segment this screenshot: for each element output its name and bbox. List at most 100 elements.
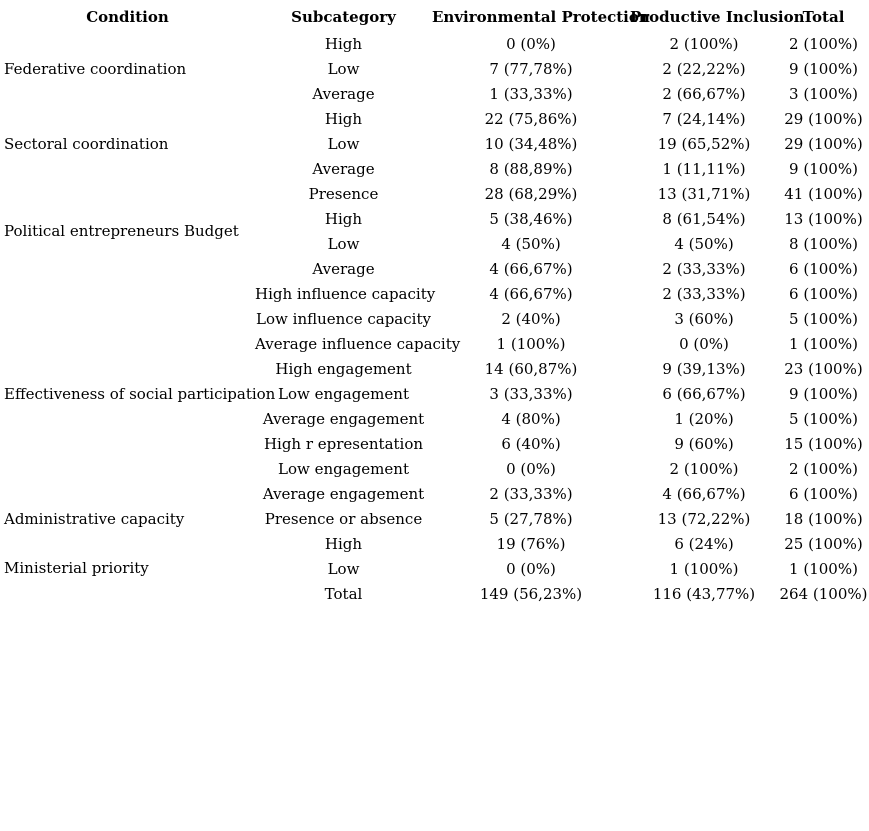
productive-inclusion-cell: 6 (24%) <box>674 534 734 553</box>
environmental-protection-cell: 7 (77,78%) <box>489 59 573 78</box>
total-cell: 9 (100%) <box>789 384 858 403</box>
environmental-protection-cell: 28 (68,29%) <box>484 184 578 203</box>
environmental-protection-cell: 3 (33,33%) <box>489 384 573 403</box>
total-cell: 6 (100%) <box>789 484 858 503</box>
productive-inclusion-cell: 0 (0%) <box>679 334 729 353</box>
environmental-protection-cell: 4 (66,67%) <box>489 284 573 303</box>
table-row: Low engagement 0 (0%) 2 (100%) 2 (100%) <box>0 456 869 481</box>
environmental-protection-cell: 6 (40%) <box>501 434 561 453</box>
table-row: Ministerial priority High 19 (76%) 6 (24%) 2… <box>0 531 869 578</box>
condition-cell: Sectoral coordination <box>4 134 169 153</box>
total-cell: 13 (100%) <box>784 209 863 228</box>
total-cell: 6 (100%) <box>789 259 858 278</box>
crosstab-table: Condition Subcategory Environmental Prot… <box>0 2 869 606</box>
subcategory-cell: Low <box>327 59 360 78</box>
environmental-protection-cell: 22 (75,86%) <box>484 109 578 128</box>
table-row: Average 4 (66,67%) 2 (33,33%) 6 (100%) <box>0 256 869 281</box>
subcategory-cell: Presence or absence <box>264 509 423 528</box>
environmental-protection-cell: 0 (0%) <box>506 34 556 53</box>
productive-inclusion-cell: 1 (20%) <box>674 409 734 428</box>
col-header-productive-inclusion: Productive Inclusion <box>630 7 805 26</box>
productive-inclusion-cell: 19 (65,52%) <box>657 134 751 153</box>
environmental-protection-cell: 4 (50%) <box>501 234 561 253</box>
environmental-protection-cell: 1 (100%) <box>496 334 566 353</box>
total-cell: 5 (100%) <box>789 409 858 428</box>
subcategory-cell: High <box>324 209 363 228</box>
total-cell: 1 (100%) <box>789 334 858 353</box>
environmental-protection-cell: 19 (76%) <box>496 534 566 553</box>
subcategory-cell: Low <box>327 234 360 253</box>
subcategory-cell: High r epresentation <box>263 434 424 453</box>
col-header-environmental-protection: Environmental Protection <box>432 7 650 26</box>
productive-inclusion-cell: 1 (100%) <box>669 559 739 578</box>
condition-cell: Ministerial priority <box>4 559 149 577</box>
condition-cell-empty <box>0 581 255 606</box>
productive-inclusion-cell: 2 (22,22%) <box>662 59 746 78</box>
table-row: High r epresentation 6 (40%) 9 (60%) 15 (10… <box>0 431 869 456</box>
environmental-protection-cell: 0 (0%) <box>506 559 556 578</box>
table-row: Average 1 (33,33%) 2 (66,67%) 3 (100%) <box>0 81 869 106</box>
productive-inclusion-cell: 8 (61,54%) <box>662 209 746 228</box>
total-cell: 9 (100%) <box>789 159 858 178</box>
total-cell: 1 (100%) <box>789 559 858 578</box>
productive-inclusion-cell: 4 (50%) <box>674 234 734 253</box>
subcategory-cell: Low engagement <box>278 384 409 403</box>
subcategory-cell: Average engagement <box>262 484 425 503</box>
productive-inclusion-cell: 9 (39,13%) <box>662 359 746 378</box>
environmental-protection-cell: 14 (60,87%) <box>484 359 578 378</box>
subcategory-cell: Low <box>327 134 360 153</box>
table-row: Effectiveness of social participation Hig… <box>0 281 869 403</box>
table-row: Low 0 (0%) 1 (100%) 1 (100%) <box>0 556 869 581</box>
total-cell: 18 (100%) <box>784 509 863 528</box>
productive-inclusion-cell: 2 (100%) <box>669 459 739 478</box>
table-row: Low 10 (34,48%) 19 (65,52%) 29 (100%) <box>0 131 869 156</box>
table-row: High 5 (38,46%) 8 (61,54%) 13 (100%) <box>0 206 869 231</box>
table-row: Low 7 (77,78%) 2 (22,22%) 9 (100%) <box>0 56 869 81</box>
table-row: Political entrepreneurs Budget Presence 28… <box>0 181 869 241</box>
table-row: Average engagement 2 (33,33%) 4 (66,67%) 6 … <box>0 481 869 506</box>
environmental-protection-cell: 5 (27,78%) <box>489 509 573 528</box>
subcategory-cell: Average <box>312 259 375 278</box>
total-cell: 264 (100%) <box>779 584 868 603</box>
header-row: Condition Subcategory Environmental Prot… <box>0 2 869 31</box>
total-cell: 25 (100%) <box>784 534 863 553</box>
environmental-protection-cell: 4 (80%) <box>501 409 561 428</box>
total-cell: 9 (100%) <box>789 59 858 78</box>
table-row: High engagement 14 (60,87%) 9 (39,13%) 23 (… <box>0 356 869 381</box>
col-header-subcategory: Subcategory <box>291 7 396 26</box>
total-cell: 29 (100%) <box>784 109 863 128</box>
total-cell: 23 (100%) <box>784 359 863 378</box>
col-header-total: Total <box>802 7 845 26</box>
environmental-protection-cell: 0 (0%) <box>506 459 556 478</box>
subcategory-cell: High <box>324 534 363 553</box>
table-row: Administrative capacity Presence or absen… <box>0 506 869 531</box>
condition-cell: Federative coordination <box>4 59 187 78</box>
total-cell: 15 (100%) <box>784 434 863 453</box>
total-cell: 2 (100%) <box>789 34 858 53</box>
productive-inclusion-cell: 2 (100%) <box>669 34 739 53</box>
total-cell: 29 (100%) <box>784 134 863 153</box>
condition-cell: Administrative capacity <box>4 509 185 528</box>
environmental-protection-cell: 10 (34,48%) <box>484 134 578 153</box>
subcategory-cell: High engagement <box>275 359 412 378</box>
total-cell: 8 (100%) <box>789 234 858 253</box>
productive-inclusion-cell: 6 (66,67%) <box>662 384 746 403</box>
productive-inclusion-cell: 3 (60%) <box>674 309 734 328</box>
table-body: Federative coordination High 0 (0%) 2 (100%… <box>0 31 869 606</box>
table-row: Low engagement 3 (33,33%) 6 (66,67%) 9 (100… <box>0 381 869 406</box>
environmental-protection-cell: 2 (33,33%) <box>489 484 573 503</box>
subcategory-cell: Presence <box>308 184 379 203</box>
subcategory-cell: High <box>324 109 363 128</box>
productive-inclusion-cell: 13 (31,71%) <box>657 184 751 203</box>
condition-cell: Effectiveness of social participation <box>4 384 276 403</box>
subcategory-cell: Average influence capacity <box>255 334 461 353</box>
productive-inclusion-cell: 116 (43,77%) <box>652 584 756 603</box>
subcategory-cell: Average engagement <box>262 409 425 428</box>
total-cell: 3 (100%) <box>789 84 858 103</box>
total-cell: 6 (100%) <box>789 284 858 303</box>
environmental-protection-cell: 1 (33,33%) <box>489 84 573 103</box>
subcategory-cell: Average <box>312 84 375 103</box>
subcategory-cell: High <box>324 34 363 53</box>
table-row: Average influence capacity 1 (100%) 0 (0%)… <box>0 331 869 356</box>
productive-inclusion-cell: 2 (66,67%) <box>662 84 746 103</box>
